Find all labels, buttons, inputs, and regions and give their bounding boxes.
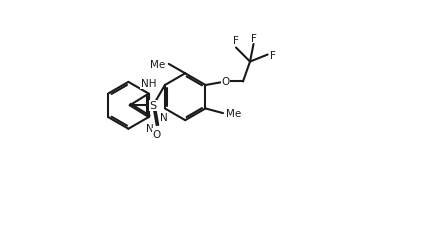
Text: N: N [146,123,154,133]
Text: S: S [150,101,157,111]
Text: F: F [251,34,257,44]
Text: F: F [233,36,239,46]
Text: O: O [153,129,161,139]
Text: F: F [270,50,276,60]
Text: Me: Me [227,109,242,119]
Text: Me: Me [150,60,165,70]
Text: O: O [221,76,230,86]
Text: N: N [160,112,168,122]
Text: NH: NH [141,79,157,89]
